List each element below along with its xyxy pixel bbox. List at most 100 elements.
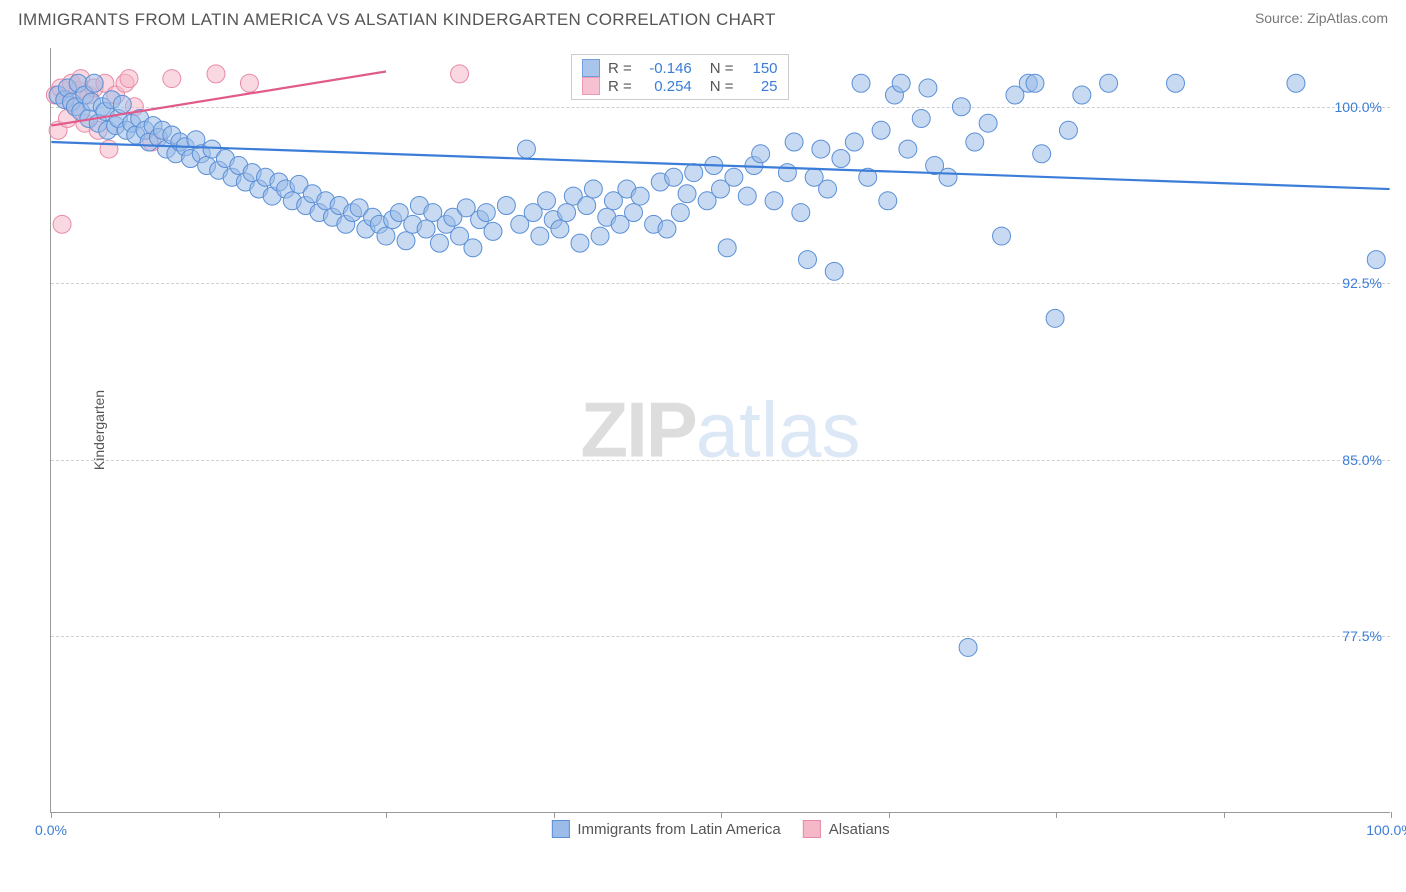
x-tick <box>1056 812 1057 818</box>
x-tick <box>1391 812 1392 818</box>
data-point <box>120 70 138 88</box>
data-point <box>113 95 131 113</box>
r-value: -0.146 <box>640 60 692 77</box>
data-point <box>1367 251 1385 269</box>
data-point <box>993 227 1011 245</box>
data-point <box>872 121 890 139</box>
data-point <box>899 140 917 158</box>
data-point <box>1287 74 1305 92</box>
legend-label-blue: Immigrants from Latin America <box>577 821 780 838</box>
legend-swatch <box>582 59 600 77</box>
data-point <box>966 133 984 151</box>
data-point <box>517 140 535 158</box>
x-tick <box>554 812 555 818</box>
data-point <box>584 180 602 198</box>
data-point <box>538 192 556 210</box>
x-tick <box>889 812 890 818</box>
r-prefix: R = <box>608 60 632 77</box>
data-point <box>477 204 495 222</box>
data-point <box>417 220 435 238</box>
data-point <box>85 74 103 92</box>
data-point <box>1026 74 1044 92</box>
data-point <box>812 140 830 158</box>
data-point <box>531 227 549 245</box>
data-point <box>952 98 970 116</box>
data-point <box>658 220 676 238</box>
data-point <box>792 204 810 222</box>
data-point <box>1100 74 1118 92</box>
x-tick <box>1224 812 1225 818</box>
data-point <box>240 74 258 92</box>
data-point <box>671 204 689 222</box>
data-point <box>53 215 71 233</box>
data-point <box>464 239 482 257</box>
x-tick <box>386 812 387 818</box>
data-point <box>819 180 837 198</box>
chart-title: IMMIGRANTS FROM LATIN AMERICA VS ALSATIA… <box>18 10 776 30</box>
legend-label-pink: Alsatians <box>829 821 890 838</box>
data-point <box>845 133 863 151</box>
data-point <box>430 234 448 252</box>
x-tick-label-max: 100.0% <box>1366 822 1406 838</box>
data-point <box>1033 145 1051 163</box>
data-point <box>558 204 576 222</box>
data-point <box>892 74 910 92</box>
x-tick <box>721 812 722 818</box>
data-point <box>377 227 395 245</box>
data-point <box>785 133 803 151</box>
data-point <box>163 70 181 88</box>
data-point <box>852 74 870 92</box>
data-point <box>979 114 997 132</box>
data-point <box>1059 121 1077 139</box>
n-value: 25 <box>742 78 778 95</box>
data-point <box>1073 86 1091 104</box>
chart-area: Kindergarten 77.5%85.0%92.5%100.0% ZIPat… <box>50 48 1390 813</box>
data-point <box>571 234 589 252</box>
data-point <box>939 168 957 186</box>
legend-swatch-blue <box>551 820 569 838</box>
legend-correlation-row: R = 0.254 N = 25 <box>582 77 778 95</box>
correlation-legend: R = -0.146 N = 150 R = 0.254 N = 25 <box>571 54 789 100</box>
data-point <box>765 192 783 210</box>
data-point <box>631 187 649 205</box>
n-prefix: N = <box>710 60 734 77</box>
data-point <box>578 197 596 215</box>
data-point <box>919 79 937 97</box>
legend-item-pink: Alsatians <box>803 820 890 838</box>
data-point <box>451 65 469 83</box>
legend-swatch-pink <box>803 820 821 838</box>
data-point <box>497 197 515 215</box>
data-point <box>685 164 703 182</box>
scatter-svg <box>51 48 1390 812</box>
data-point <box>397 232 415 250</box>
data-point <box>591 227 609 245</box>
r-prefix: R = <box>608 78 632 95</box>
x-tick <box>51 812 52 818</box>
data-point <box>832 149 850 167</box>
n-value: 150 <box>742 60 778 77</box>
r-value: 0.254 <box>640 78 692 95</box>
data-point <box>551 220 569 238</box>
legend-item-blue: Immigrants from Latin America <box>551 820 780 838</box>
data-point <box>912 110 930 128</box>
x-tick-label-min: 0.0% <box>35 822 67 838</box>
data-point <box>625 204 643 222</box>
data-point <box>1167 74 1185 92</box>
data-point <box>718 239 736 257</box>
data-point <box>725 168 743 186</box>
n-prefix: N = <box>710 78 734 95</box>
data-point <box>798 251 816 269</box>
source-label: Source: ZipAtlas.com <box>1255 10 1388 26</box>
data-point <box>484 222 502 240</box>
data-point <box>752 145 770 163</box>
data-point <box>665 168 683 186</box>
x-tick <box>219 812 220 818</box>
header: IMMIGRANTS FROM LATIN AMERICA VS ALSATIA… <box>0 0 1406 30</box>
data-point <box>825 262 843 280</box>
data-point <box>738 187 756 205</box>
legend-correlation-row: R = -0.146 N = 150 <box>582 59 778 77</box>
bottom-legend: Immigrants from Latin America Alsatians <box>551 820 889 838</box>
data-point <box>678 185 696 203</box>
data-point <box>959 638 977 656</box>
data-point <box>1046 309 1064 327</box>
